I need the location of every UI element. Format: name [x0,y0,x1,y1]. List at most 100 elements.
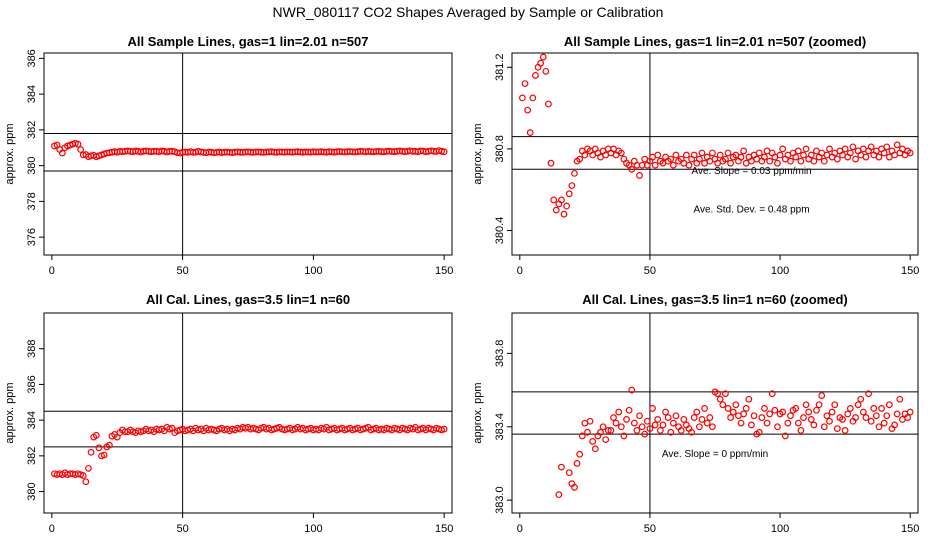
panel-4-point [800,414,807,421]
panel-1-point [58,149,66,157]
panel-4-point [833,425,841,432]
panel-2-point [826,145,833,153]
panel-2-point [708,149,716,157]
panel-2-point [867,143,875,151]
panel-4-point [813,406,820,414]
panel-4-point [690,414,698,421]
panel-4-point [680,416,688,423]
panel-2-point [800,151,807,159]
panel-4-point [740,410,748,418]
panel-4-point [768,390,776,398]
panel-4-point [576,450,584,458]
panel-2-point [841,145,849,153]
panel-4-point [883,412,891,420]
panel-3-title: All Cal. Lines, gas=3.5 lin=1 n=60 [146,292,350,307]
panel-3-frame [43,312,453,514]
panel-4-point [755,428,763,436]
panel-3-point [92,431,100,439]
panel-2-point [849,143,857,151]
panel-2-point [776,151,784,159]
panel-4-point [729,408,737,416]
panel-4-point [724,405,732,412]
panel-4-point [810,421,818,429]
panel-4-point [844,410,852,418]
panel-4-point [703,419,711,427]
panel-2-point [724,149,732,157]
panel-2-point [560,210,568,218]
figure-title: NWR_080117 CO2 Shapes Averaged by Sample… [272,4,664,20]
panel-2-point [766,157,774,165]
panel-4-point [555,491,563,499]
panel-1-ylabel: approx. ppm [4,123,16,184]
panel-4-point [854,401,862,409]
panel-2-point [667,155,675,163]
panel-2-point [690,151,698,159]
panel-2-point [807,151,815,159]
panel-4-point [807,416,815,423]
panel-2-point [672,151,680,159]
panel-3-ytick-label-3: 386 [26,375,38,393]
panel-2-point [862,153,870,161]
panel-4-point [630,419,638,427]
panel-2-point [651,161,659,169]
panel-1-title: All Sample Lines, gas=1 lin=2.01 n=507 [128,34,369,49]
panel-2-xtick-label-0: 0 [517,265,523,277]
panel-4-point [891,421,898,429]
panel-2-ytick-label-0: 380.4 [494,217,506,245]
panel-2-point [695,155,703,163]
panel-2-point [685,161,693,169]
panel-2-point [550,196,558,204]
panel-4-point [750,412,758,420]
panel-2-point [537,59,545,67]
panel-4-point [615,408,623,416]
panel-4-point [896,395,904,403]
panel-1-ytick-label-4: 384 [26,85,38,103]
panel-4-point [872,412,880,420]
panel-4-point [745,395,753,403]
panel-4-point [763,419,771,427]
panel-2-point [581,151,589,159]
panel-2-point [654,151,662,159]
panel-4-point [771,406,779,414]
panel-2-point [682,151,690,159]
panel-4-point [589,438,597,445]
panel-2-point [669,161,677,169]
panel-2-point [906,149,914,157]
panel-4-xtick-label-0: 0 [517,523,523,535]
panel-2-point [552,206,560,214]
panel-4-point [865,390,872,398]
panel-4-point [651,421,659,429]
panel-2-point [833,155,841,163]
panel-4-point [599,423,607,431]
panel-4-point [774,423,781,431]
panel-4-point [584,428,591,436]
panel-4-point [758,414,766,421]
panel-2-xtick-label-3: 150 [901,265,919,277]
panel-4-point [654,416,662,423]
panel-4-point [820,423,828,431]
panel-2-point [820,157,828,165]
panel-4-point [604,427,612,434]
panel-2-point [547,159,555,167]
panel-4-point [602,436,610,444]
panel-4-xtick-label-2: 100 [771,523,789,535]
panel-2-point [617,149,625,157]
panel-2-point [875,153,883,161]
panel-2-xtick-label-1: 50 [644,265,656,277]
panel-4-point [737,419,745,427]
panel-2-point [792,153,800,161]
panel-3-point [100,451,108,459]
panel-4-point [846,405,854,412]
panel-1-point [438,147,445,155]
panel-2-ytick-label-2: 381.2 [494,54,506,82]
panel-3-point [85,464,92,472]
panel-2-point [797,157,805,165]
panel-4-point [636,412,643,420]
panel-4-point [839,416,846,423]
panel-4-point [669,419,677,427]
panel-2-point [852,155,859,163]
panel-4-point [677,427,685,434]
panel-2-point [716,151,724,159]
panel-4-point [688,428,695,436]
panel-2-point [539,53,547,61]
